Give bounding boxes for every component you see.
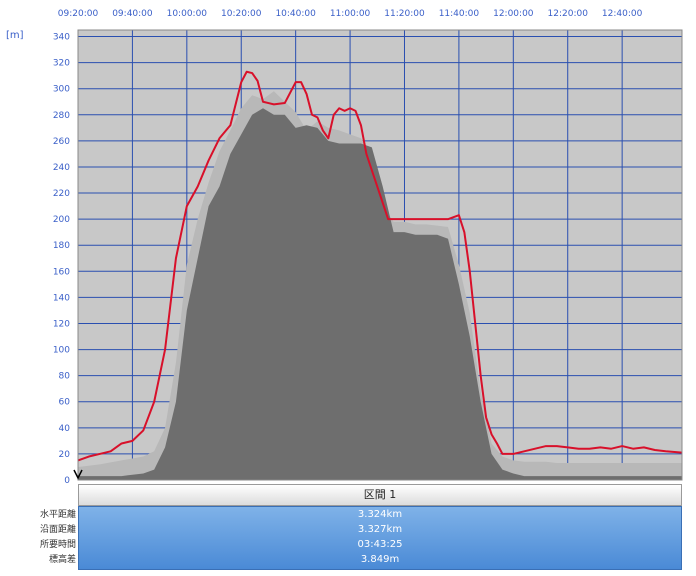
x-tick-label: 12:40:00	[602, 9, 643, 19]
x-tick-label: 10:20:00	[221, 9, 262, 19]
stat-label-surface-distance: 沿面距離	[39, 525, 76, 535]
y-tick-label: 280	[53, 111, 70, 121]
origin-marker-icon	[73, 469, 83, 480]
y-tick-label: 160	[53, 267, 70, 277]
x-tick-label: 12:20:00	[548, 9, 589, 19]
stat-value-surface-distance: 3.327km	[357, 524, 403, 535]
y-tick-label: 200	[53, 215, 70, 225]
stat-label-elevation-diff: 標高差	[48, 555, 76, 565]
series-gray-area	[78, 108, 682, 481]
x-tick-label: 10:00:00	[167, 9, 208, 19]
y-tick-label: 240	[53, 163, 70, 173]
y-tick-label: 40	[59, 424, 71, 434]
section-header[interactable]: 区間 1	[78, 484, 682, 506]
y-tick-label: 80	[59, 372, 71, 382]
stat-value-horizontal-distance: 3.324km	[357, 509, 403, 520]
stat-value-duration: 03:43:25	[357, 539, 403, 550]
stat-label-duration: 所要時間	[39, 540, 76, 550]
x-tick-label: 12:00:00	[493, 9, 534, 19]
y-tick-label: 60	[59, 398, 71, 408]
stats-panel: 3.324km 3.327km 03:43:25 3.849m	[78, 506, 682, 570]
plot-area-border	[77, 29, 683, 481]
tick-labels: 0 20 40 60 80 100 120 140 160 180 200 220 240 260 280 3…	[53, 9, 643, 484]
x-tick-label: 11:20:00	[384, 9, 425, 19]
stat-value-elevation-diff: 3.849m	[360, 554, 400, 565]
x-tick-label: 09:40:00	[112, 9, 153, 19]
x-tick-label: 10:40:00	[275, 9, 316, 19]
stats-labels: 水平距離 沿面距離 所要時間 標高差	[4, 508, 78, 568]
stat-label-horizontal-distance: 水平距離	[39, 510, 76, 520]
series-layer	[77, 70, 683, 481]
y-tick-label: 220	[53, 189, 70, 199]
y-tick-label: 300	[53, 85, 70, 95]
elevation-chart: 0 20 40 60 80 100 120 140 160 180 200 220 240 260 280 3…	[6, 9, 683, 484]
x-tick-label: 09:20:00	[58, 9, 99, 19]
y-tick-label: 320	[53, 59, 70, 69]
y-tick-label: 340	[53, 33, 70, 43]
y-tick-label: 260	[53, 137, 70, 147]
y-axis-unit-label: [m]	[6, 30, 24, 41]
y-tick-label: 20	[59, 450, 71, 460]
y-tick-label: 0	[64, 476, 70, 484]
x-tick-label: 11:00:00	[330, 9, 371, 19]
x-tick-label: 11:40:00	[439, 9, 480, 19]
series-red-line	[77, 70, 683, 462]
y-tick-label: 120	[53, 319, 70, 329]
y-tick-label: 180	[53, 241, 70, 251]
y-tick-label: 100	[53, 346, 70, 356]
y-tick-label: 140	[53, 293, 70, 303]
